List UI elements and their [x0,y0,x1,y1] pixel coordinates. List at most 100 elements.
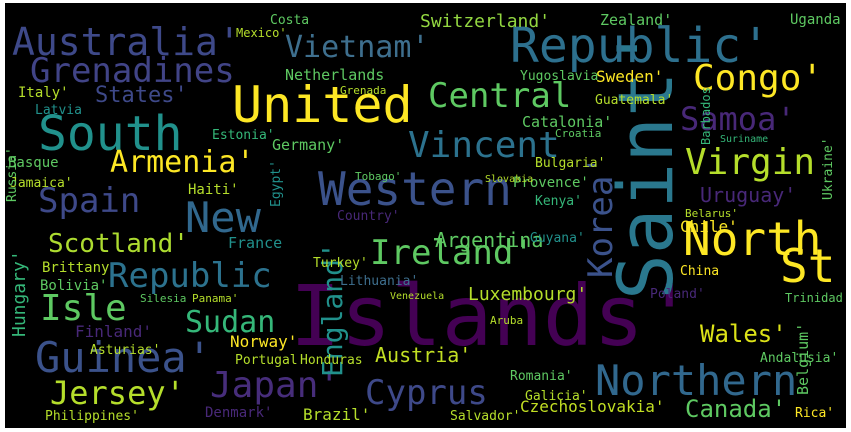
word: Republic' [510,18,770,74]
word: Argentina [435,228,543,252]
word: Venezuela [390,291,444,302]
word: Islands' [290,267,695,365]
word: Uganda [790,12,841,28]
word: Aruba [490,314,523,327]
word: South [38,106,183,162]
word: Suriname [720,134,768,145]
word: Central [428,76,571,116]
word: New [185,193,262,242]
word: Provence' [513,175,589,191]
word: Honduras [300,353,363,368]
word: Norway' [230,332,297,351]
word: Rica' [795,406,834,421]
word: Spain [38,181,140,221]
word: North [683,212,821,266]
word: England' [316,242,349,377]
word: Barbados [699,87,713,145]
word: Trinidad [785,291,843,305]
word: Basque [8,155,59,171]
word: Zealand' [600,11,672,29]
word: Denmark' [205,405,272,421]
word: Ukraine' [821,137,836,200]
word: Grenadines [30,51,235,91]
word: Northern [595,356,797,405]
word: States' [95,83,188,108]
word: Austria' [375,343,471,367]
word: Poland' [650,287,705,302]
word: Galicia' [525,389,588,404]
word: Czechoslovakia' [520,397,665,416]
word: Wales' [700,320,787,348]
word: Vincent [408,125,560,166]
word: Congo' [693,58,823,99]
word: Australia' [12,20,241,64]
word: Bulgaria' [535,156,605,171]
word: Virgin [685,142,815,183]
word: Chile' [680,217,738,236]
word: Catalonia' [522,113,612,131]
word: Bolivia' [40,278,107,294]
word: Sweden' [596,67,663,86]
word: Haiti' [188,182,239,198]
word: Asturias' [90,343,160,358]
word: Philippines' [45,409,139,424]
word: Silesia [140,292,186,305]
word: Korea' [581,155,621,278]
word: Isle [40,288,127,329]
word: Panama' [192,292,238,305]
word: Germany' [272,136,344,154]
word: Western [318,162,512,216]
word: Uruguay' [700,183,796,207]
word: Samoa' [680,100,796,138]
word: Belarus' [685,207,738,220]
word: Republic [108,256,272,296]
word: Jamaica' [10,176,73,191]
word: Switzerland' [420,11,550,32]
word: Slovakia [485,174,533,185]
word: Guinea' [35,333,212,382]
word: Vietnam' [285,30,430,65]
word: Yugoslavia [520,69,598,84]
word: Mexico' [236,26,287,40]
word: Sudan [185,305,275,340]
word: Saint' [601,25,690,300]
word: Country' [337,209,400,224]
word: Latvia [35,103,82,118]
word: Canada' [685,395,786,423]
word: China [680,264,719,279]
word: Brazil' [303,405,370,424]
word: Lithuania' [340,274,418,289]
word: Croatia [555,127,601,140]
word: Belgium' [794,323,812,395]
word: Netherlands [285,66,384,84]
word: Tobago' [355,170,401,183]
word: Japan' [210,365,340,406]
background [5,3,846,428]
word: Portugal' [235,353,305,368]
word: Kenya' [535,194,582,209]
word: Finland' [75,322,152,341]
words: Islands'Saint' United Republic' Western Sout… [5,11,843,424]
word: Russia' [5,147,20,202]
word: Estonia' [212,128,275,143]
word: Luxembourg' [468,284,587,305]
word: Jersey' [50,374,185,412]
word: Andalusia' [760,351,838,366]
word: Brittany [42,260,109,276]
word: Cyprus [365,373,488,413]
word: Romania' [510,369,573,384]
word: Guyana' [530,231,585,246]
word: Ireland' [370,233,534,273]
word: United [232,76,413,134]
word: Italy' [18,85,69,101]
word: Egypt' [269,160,284,207]
word: Scotland' [48,229,189,259]
word: Grenada [340,84,386,97]
word: Armenia' [110,145,255,180]
word: Salvador' [450,409,520,424]
word: Guatemala' [595,93,673,108]
word: Costa [270,13,309,28]
word: France [228,234,282,252]
word: Turkey' [313,256,368,271]
